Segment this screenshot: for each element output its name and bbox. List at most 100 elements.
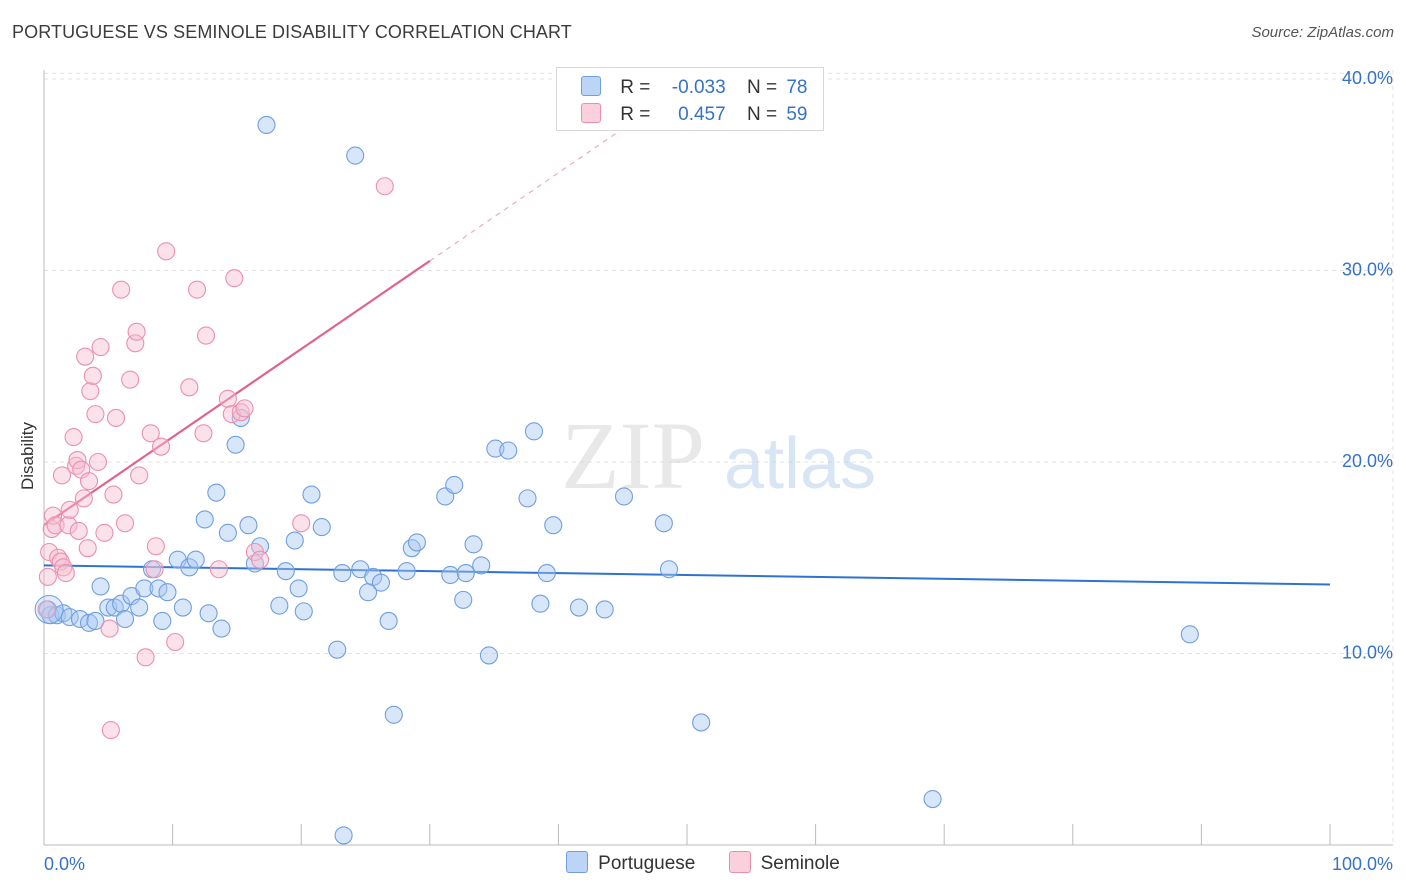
seminole-point xyxy=(146,537,165,556)
portuguese-point xyxy=(531,594,550,613)
portuguese-point xyxy=(397,562,416,581)
portuguese-point xyxy=(614,487,634,506)
chart-source: Source: ZipAtlas.com xyxy=(1251,24,1394,41)
seminole-point xyxy=(64,428,83,447)
y-tick-label: 20.0% xyxy=(1342,451,1393,471)
chart-title: PORTUGUESE VS SEMINOLE DISABILITY CORREL… xyxy=(12,22,572,42)
legend-row-portuguese: R = -0.033 N = 78 xyxy=(581,76,807,99)
portuguese-point xyxy=(441,565,460,585)
portuguese-point xyxy=(195,510,214,529)
portuguese-point xyxy=(289,579,308,598)
portuguese-point xyxy=(115,609,135,629)
seminole-point xyxy=(225,269,244,288)
watermark-atlas: atlas xyxy=(724,424,876,504)
seminole-point xyxy=(218,389,237,408)
seminole-point xyxy=(127,322,146,341)
seminole-point xyxy=(86,405,105,424)
portuguese-point xyxy=(923,789,942,809)
portuguese-point xyxy=(499,441,518,460)
portuguese-point xyxy=(135,579,154,598)
legend-item-seminole[interactable]: Seminole xyxy=(728,851,840,875)
seminole-point xyxy=(88,452,108,472)
portuguese-point xyxy=(285,531,304,550)
portuguese-point xyxy=(70,609,90,629)
seminole-trendline xyxy=(43,260,431,527)
seminole-point xyxy=(292,514,311,533)
seminole-point xyxy=(52,466,72,485)
seminole-point xyxy=(91,338,110,357)
portuguese-point xyxy=(91,577,110,596)
stats-legend: R = -0.033 N = 78 R = 0.457 N = 59 xyxy=(556,67,824,131)
watermark: ZIP atlas xyxy=(561,402,876,509)
portuguese-point xyxy=(226,435,245,454)
seminole-point xyxy=(141,424,160,443)
seminole-swatch xyxy=(728,851,751,873)
tick-labels: 10.0% 20.0% 30.0% 40.0% 0.0% 100.0% xyxy=(44,68,1393,874)
seminole-point xyxy=(121,370,140,389)
portuguese-point xyxy=(518,489,537,508)
seminole-point xyxy=(40,542,59,562)
seminole-point xyxy=(37,600,56,619)
portuguese-point xyxy=(524,422,544,441)
seminole-point xyxy=(101,721,120,740)
portuguese-point xyxy=(379,611,398,630)
portuguese-point xyxy=(312,518,331,537)
portuguese-point xyxy=(456,564,475,583)
portuguese-point xyxy=(294,602,313,621)
axes xyxy=(43,70,1393,846)
seminole-trendline-extension xyxy=(429,128,624,262)
portuguese-point xyxy=(112,594,131,613)
seminole-point xyxy=(235,399,254,418)
seminole-point xyxy=(38,567,57,586)
seminole-point xyxy=(56,564,75,583)
portuguese-swatch xyxy=(581,76,601,96)
seminole-point xyxy=(375,177,394,196)
portuguese-point xyxy=(86,611,105,630)
seminole-point xyxy=(166,632,185,652)
portuguese-point xyxy=(569,598,589,617)
portuguese-point xyxy=(250,537,270,556)
portuguese-trendline xyxy=(43,564,1331,586)
seminole-point xyxy=(60,500,79,519)
x-tick-label: 100.0% xyxy=(1332,854,1393,874)
portuguese-point xyxy=(186,550,205,569)
portuguese-point xyxy=(180,558,199,577)
portuguese-point xyxy=(79,613,99,632)
portuguese-point xyxy=(371,573,390,592)
portuguese-point xyxy=(654,514,673,533)
seminole-swatch xyxy=(581,103,601,123)
portuguese-point xyxy=(537,564,556,583)
portuguese-point xyxy=(239,516,258,535)
seminole-point xyxy=(112,280,131,299)
seminole-point xyxy=(130,466,149,485)
seminole-point xyxy=(68,451,87,470)
legend-row-seminole: R = 0.457 N = 59 xyxy=(581,103,807,126)
legend-n-value: 78 xyxy=(786,77,808,98)
seminole-point xyxy=(106,408,126,428)
portuguese-point xyxy=(149,579,168,598)
portuguese-point xyxy=(402,539,421,558)
portuguese-point xyxy=(384,705,403,724)
y-tick-label: 40.0% xyxy=(1342,68,1393,88)
portuguese-point xyxy=(130,598,149,617)
portuguese-point xyxy=(407,533,426,552)
seminole-point xyxy=(100,619,119,638)
portuguese-point xyxy=(153,611,172,630)
portuguese-point xyxy=(276,562,295,581)
seminole-point xyxy=(250,550,270,569)
legend-item-portuguese[interactable]: Portuguese xyxy=(566,851,695,875)
legend-r-value: 0.457 xyxy=(678,104,726,125)
legend-label-seminole: Seminole xyxy=(760,853,840,874)
seminole-point xyxy=(157,242,176,261)
portuguese-point xyxy=(1180,625,1199,644)
portuguese-point xyxy=(158,583,177,602)
portuguese-point xyxy=(692,713,711,732)
seminole-point xyxy=(46,516,65,535)
portuguese-point xyxy=(231,408,250,428)
seminole-point xyxy=(187,280,207,299)
series-legend: Portuguese Seminole xyxy=(0,851,1406,875)
seminole-point xyxy=(180,378,199,397)
portuguese-point xyxy=(346,146,365,165)
legend-r-value: -0.033 xyxy=(671,77,726,98)
portuguese-point xyxy=(334,826,353,845)
